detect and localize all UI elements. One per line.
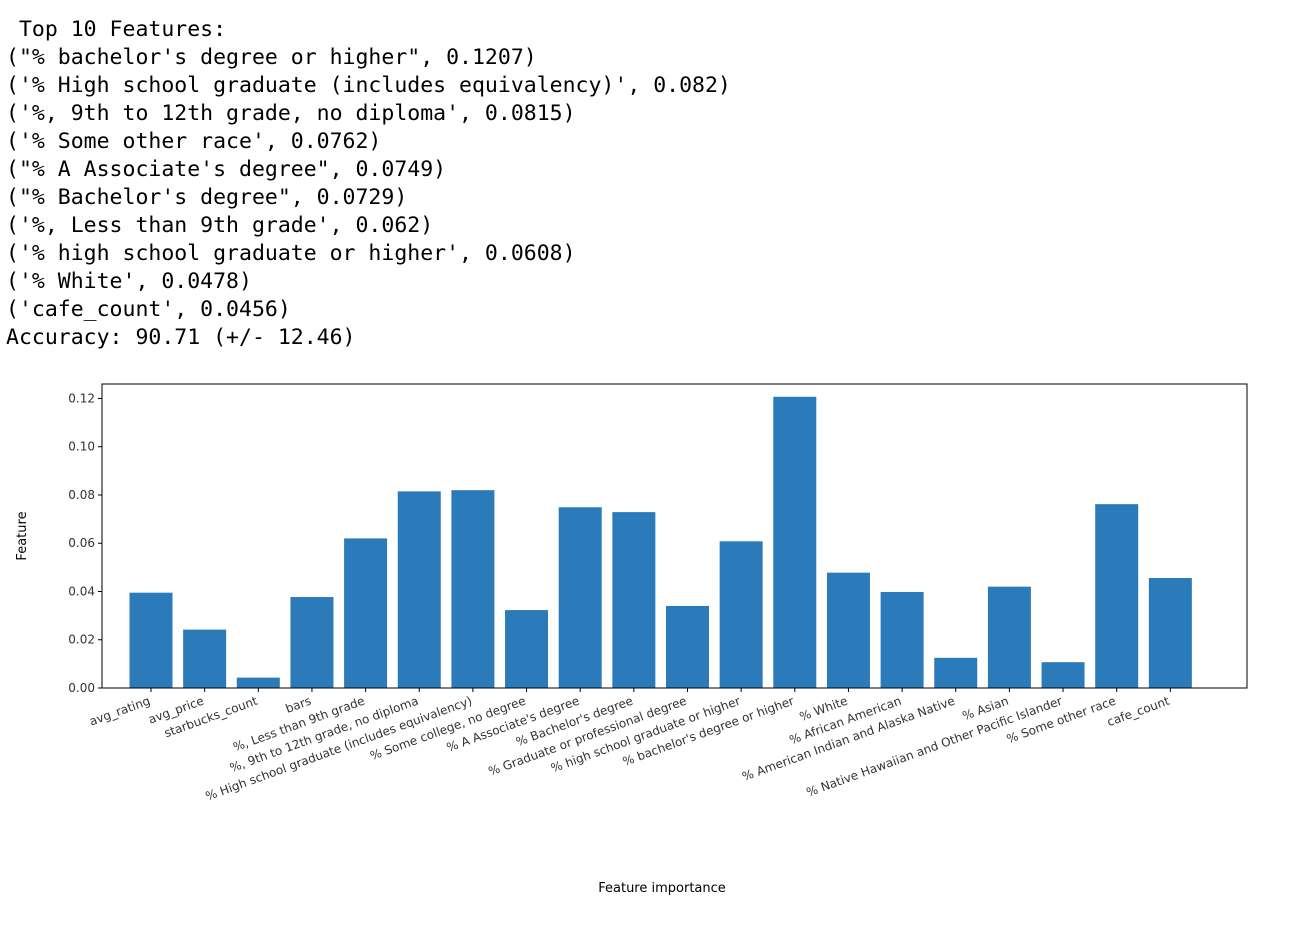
bar — [558, 507, 602, 688]
y-axis-title: Feature — [15, 511, 30, 560]
bar — [880, 591, 924, 688]
bar — [987, 586, 1031, 688]
bar — [612, 512, 656, 688]
y-tick-label: 0.04 — [68, 584, 95, 598]
output-line: ('%, 9th to 12th grade, no diploma', 0.0… — [6, 101, 576, 126]
x-tick-label: avg_rating — [87, 694, 152, 729]
bar — [397, 491, 441, 688]
plot-frame — [101, 383, 1248, 689]
bar — [666, 605, 709, 688]
bar — [344, 538, 388, 688]
bar — [451, 490, 495, 688]
cell-output: Top 10 Features: ("% bachelor's degree or… — [6, 16, 731, 352]
output-line: ('%, Less than 9th grade', 0.062) — [6, 213, 434, 238]
output-header: Top 10 Features: — [6, 17, 227, 42]
bar — [826, 572, 870, 688]
output-line: ('% High school graduate (includes equiv… — [6, 73, 731, 98]
bar — [129, 592, 173, 688]
y-axis: 0.00 0.02 0.04 0.06 0.08 0.10 0.12 — [68, 391, 102, 695]
y-tick-label: 0.00 — [68, 681, 95, 695]
bars-group — [129, 396, 1192, 688]
y-tick-label: 0.10 — [68, 440, 95, 454]
y-tick-label: 0.02 — [68, 633, 95, 647]
y-tick-label: 0.06 — [68, 536, 95, 550]
y-tick-label: 0.08 — [68, 488, 95, 502]
feature-importance-chart: 0.00 0.02 0.04 0.06 0.08 0.10 0.12 avg_ratinga… — [15, 383, 1248, 896]
bar — [1041, 662, 1085, 688]
output-line: ("% bachelor's degree or higher", 0.1207… — [6, 45, 537, 70]
x-axis-title: Feature importance — [598, 881, 726, 896]
bar — [1095, 504, 1139, 688]
bar — [290, 597, 334, 688]
x-tick-label: cafe_count — [1105, 694, 1172, 730]
output-line: ('% White', 0.0478) — [6, 269, 252, 294]
output-line: ('cafe_count', 0.0456) — [6, 297, 291, 322]
output-line: ("% Bachelor's degree", 0.0729) — [6, 185, 408, 210]
output-line: ('% Some other race', 0.0762) — [6, 129, 382, 154]
bar — [934, 657, 978, 688]
output-line: ('% high school graduate or higher', 0.0… — [6, 241, 576, 266]
bar — [719, 541, 763, 688]
bar — [505, 610, 549, 688]
bar — [1148, 577, 1192, 688]
accuracy-line: Accuracy: 90.71 (+/- 12.46) — [6, 325, 356, 350]
bar — [236, 677, 280, 688]
bar — [183, 629, 227, 688]
y-tick-label: 0.12 — [68, 391, 95, 405]
bar — [773, 396, 817, 688]
output-line: ("% A Associate's degree", 0.0749) — [6, 157, 447, 182]
